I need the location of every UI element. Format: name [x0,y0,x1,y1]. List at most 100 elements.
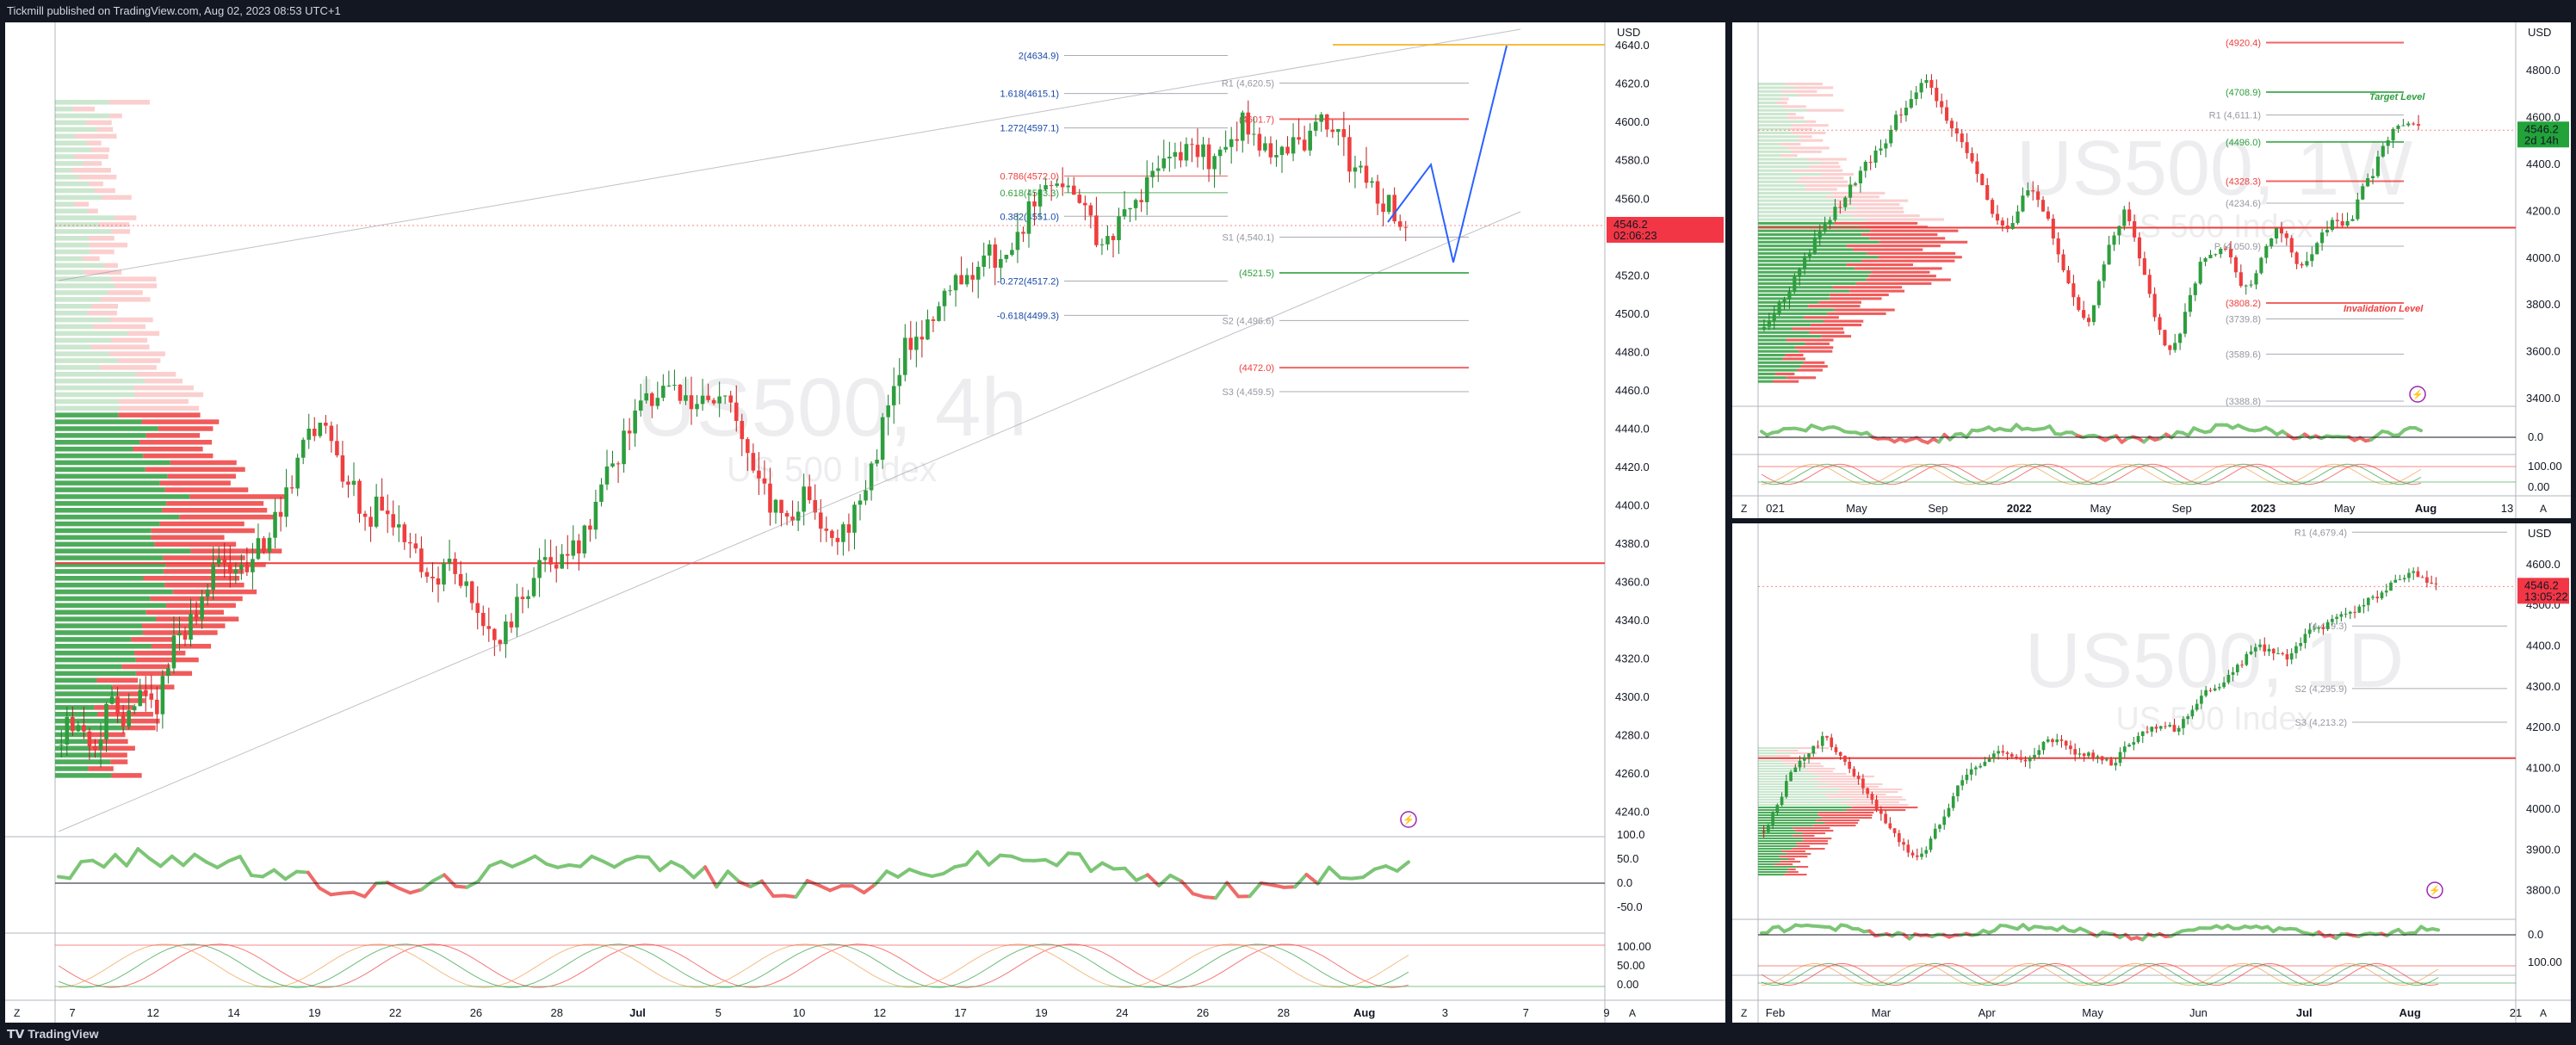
volume-profile-bar-down [1832,191,1886,195]
volume-profile-bar-down [121,664,170,670]
candle-body [1949,121,1954,129]
volume-profile-bar-up [1758,308,1835,312]
rsi-segment [941,865,957,875]
x-tick-label: Mar [1872,1006,1892,1019]
candle-body [93,745,97,750]
volume-profile-bar-up [1758,207,1855,210]
volume-profile-bar-down [94,188,115,194]
candle-body [1291,137,1296,154]
candle-body [1991,200,1995,214]
volume-profile-bar-up [1758,188,1805,191]
volume-profile-bar-down [1849,289,1905,293]
candle-body [1843,197,1848,207]
volume-profile-bar-up [1758,176,1800,180]
x-tick-label: 17 [954,1006,966,1019]
volume-profile-bar-up [1758,199,1837,202]
candle-body [858,500,863,505]
volume-profile-bar-down [1834,221,1918,225]
volume-profile-bar-up [1758,300,1819,304]
candle-body [2370,176,2375,179]
volume-profile-bar-down [1822,817,1873,819]
candle-body [2218,687,2221,689]
candle-body [1884,813,1887,824]
tradingview-logo[interactable]: 𝗧𝗩 TradingView [7,1023,99,1045]
candle-body [413,543,418,549]
volume-profile-bar-down [109,113,122,119]
volume-profile-bar-up [1758,858,1789,861]
rsi-segment [306,870,322,890]
volume-profile-bar-up [1758,116,1788,120]
candle-body [329,425,334,442]
candle-body [711,399,716,404]
candle-body [2208,255,2213,259]
candle-body [1929,80,1934,88]
candle-body [1240,112,1245,141]
candle-body [1848,184,1853,198]
volume-profile-bar-down [1792,169,1843,172]
chart-pane-1d[interactable]: US500, 1D US 500 Index 4600.0 4500.0 4400.0 4… [1732,523,2571,1023]
volume-profile-bar-up [55,140,88,145]
candle-body [722,395,728,397]
candle-body [480,613,486,627]
volume-profile-bar-up [55,344,92,349]
volume-profile-bar-down [1832,286,1903,289]
y-tick-label: 4800.0 [2526,64,2561,77]
volume-profile-bar-up [55,399,120,405]
volume-profile-bar-up [55,705,95,710]
candle-body [307,428,312,440]
rsi-segment [1395,860,1410,873]
volume-profile-bar-down [1782,357,1805,361]
volume-profile-bar-up [1758,146,1788,150]
volume-profile-bar-up [1758,86,1795,90]
candle-body [1043,185,1048,190]
volume-profile-bar-down [1792,848,1825,850]
auto-scale-button: A [2540,1007,2547,1019]
candle-body [1816,745,1820,747]
volume-profile-bar-up [1758,214,1853,218]
volume-profile-bar-up [1758,335,1822,338]
volume-profile-bar-down [1785,354,1804,357]
candle-body [464,581,468,586]
volume-profile-bar-down [1866,278,1951,281]
symbol-watermark: US500, 1D [2025,618,2404,704]
candle-body [1965,774,1969,781]
chart-pane-4h[interactable]: US500, 4h US 500 Index 4640.0 4620.0 4600.0 4… [5,22,1725,1023]
volume-profile-bar-down [1878,256,1962,259]
y-tick-label: 4360.0 [1615,576,1650,589]
volume-profile-bar-up [1758,763,1786,765]
rsi-segment [1089,861,1105,874]
volume-profile-bar-up [1758,150,1793,153]
volume-profile-bar-up [55,453,144,459]
candle-body [1807,753,1811,757]
volume-profile-bar-up [55,290,108,295]
candle-body [1919,83,1923,93]
chart-pane-1w[interactable]: US500, 1W US 500 Index 4800.0 4600.0 4400.0 4… [1732,22,2571,518]
volume-profile-bar-down [93,324,146,330]
volume-profile-bar-down [1775,755,1791,757]
volume-profile-bar-down [119,399,189,405]
candle-body [2091,752,2095,757]
volume-profile-bar-up [55,201,75,207]
volume-profile-bar-up [55,623,142,628]
candle-body [1359,165,1363,168]
candle-body [2059,739,2064,741]
rsi-segment [1032,857,1048,863]
candle-body [644,393,649,401]
volume-profile-bar-down [1829,297,1882,300]
candle-body [1888,823,1892,829]
volume-profile-bar-down [1774,372,1795,375]
volume-profile-bar-up [1758,319,1824,323]
rsi-segment [896,867,912,879]
volume-profile-bar-down [146,609,224,615]
volume-profile-bar-up [1758,822,1825,825]
volume-profile-bar-up [55,732,87,738]
candle-body [233,569,238,574]
candle-body [1782,299,1786,302]
rsi-segment [283,869,299,881]
candle-body [2172,725,2177,733]
rsi-segment [57,875,72,881]
candle-body [1833,207,1837,220]
